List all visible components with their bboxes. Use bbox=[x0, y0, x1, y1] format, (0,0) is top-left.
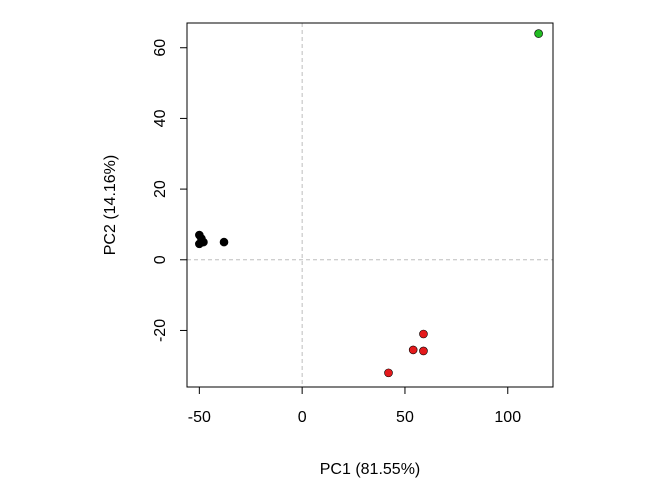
y-tick-label: 40 bbox=[152, 109, 169, 127]
y-tick-label: -20 bbox=[152, 319, 169, 342]
scatter-point bbox=[408, 345, 418, 355]
scatter-point bbox=[419, 346, 428, 356]
reference-lines bbox=[187, 23, 553, 387]
x-axis: -50 0 50 100 bbox=[188, 386, 521, 426]
y-tick-label: 0 bbox=[152, 255, 169, 264]
scatter-point bbox=[534, 29, 543, 38]
x-tick-label: 100 bbox=[494, 409, 521, 426]
y-tick-label: 60 bbox=[152, 39, 169, 57]
scatter-point bbox=[219, 237, 229, 247]
scatter-point bbox=[199, 237, 208, 247]
data-points bbox=[195, 29, 543, 378]
y-axis-title: PC2 (14.16%) bbox=[102, 155, 119, 256]
y-axis: -20 0 20 40 60 bbox=[152, 39, 188, 342]
x-axis-title: PC1 (81.55%) bbox=[320, 461, 421, 478]
x-tick-label: 50 bbox=[396, 409, 414, 426]
scatter-point bbox=[419, 329, 428, 339]
x-tick-label: 0 bbox=[298, 409, 307, 426]
plot-frame bbox=[186, 22, 554, 388]
y-tick-label: 20 bbox=[152, 180, 169, 198]
x-tick-label: -50 bbox=[188, 409, 211, 426]
scatter-point bbox=[384, 368, 393, 378]
